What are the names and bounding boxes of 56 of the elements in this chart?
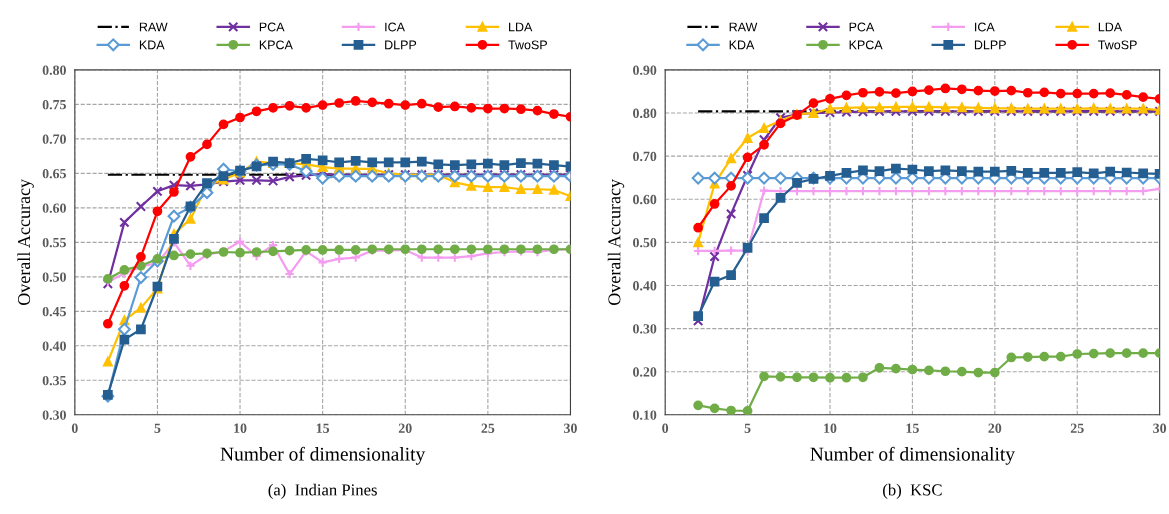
y-tick-label: 0.40 (42, 341, 66, 351)
x-tick-label: 30 (564, 423, 577, 433)
x-tick-label: 5 (154, 423, 161, 433)
legend-label: KPCA (849, 40, 883, 50)
x-tick-label: 25 (481, 423, 495, 433)
y-tick-label: 0.10 (633, 410, 657, 420)
y-tick-label: 0.65 (42, 168, 66, 179)
x-axis-title: Number of dimensionality (220, 446, 426, 465)
x-tick-label: 20 (988, 423, 1002, 433)
x-tick-label: 10 (824, 423, 837, 433)
y-tick-label: 0.45 (42, 306, 66, 317)
y-tick-label: 0.30 (42, 410, 66, 420)
y-tick-label: 0.20 (633, 367, 657, 377)
y-tick-label: 0.60 (42, 203, 66, 213)
y-tick-label: 0.80 (633, 108, 657, 119)
legend-label: LDA (1098, 22, 1123, 32)
legend-label: RAW (729, 22, 758, 32)
legend-label: ICA (975, 22, 995, 32)
y-tick-label: 0.75 (42, 99, 66, 110)
y-tick-label: 0.35 (42, 375, 66, 386)
y-tick-label: 0.50 (633, 237, 657, 248)
x-tick-label: 20 (398, 423, 412, 433)
x-tick-label: 5 (744, 423, 751, 433)
y-tick-label: 0.80 (42, 65, 66, 75)
legend-label: ICA (385, 22, 405, 32)
x-tick-label: 15 (316, 423, 330, 433)
y-axis-title: Overall Accuracy (607, 179, 625, 306)
legend-label: DLPP (974, 40, 1006, 50)
legend-label: TwoSP (508, 40, 547, 50)
x-axis-title: Number of dimensionality (810, 446, 1015, 465)
text: (b) KSC (883, 483, 942, 499)
legend-label: LDA (509, 22, 533, 32)
y-tick-label: 0.70 (633, 151, 657, 162)
legend-label: KDA (139, 40, 165, 50)
legend-label: RAW (139, 22, 168, 32)
y-tick-label: 0.30 (633, 324, 657, 334)
x-tick-label: 0 (662, 423, 669, 433)
y-tick-label: 0.90 (633, 65, 657, 75)
y-tick-label: 0.60 (633, 194, 657, 205)
y-axis-title: Overall Accuracy (17, 179, 34, 306)
legend-label: KPCA (259, 40, 293, 50)
y-tick-label: 0.40 (633, 281, 657, 291)
legend-label: DLPP (385, 40, 417, 50)
x-tick-label: 15 (906, 423, 919, 433)
x-tick-label: 30 (1153, 423, 1167, 433)
x-tick-label: 10 (234, 423, 247, 433)
legend-label: KDA (729, 40, 755, 50)
text: (a) Indian Pines (268, 483, 377, 499)
legend-label: TwoSP (1098, 40, 1137, 50)
y-tick-label: 0.50 (42, 272, 66, 282)
y-tick-label: 0.70 (42, 134, 66, 144)
legend-label: PCA (259, 22, 285, 32)
legend-label: PCA (849, 22, 875, 32)
x-tick-label: 25 (1070, 423, 1084, 433)
x-tick-label: 0 (71, 423, 78, 433)
y-tick-label: 0.55 (42, 237, 66, 248)
